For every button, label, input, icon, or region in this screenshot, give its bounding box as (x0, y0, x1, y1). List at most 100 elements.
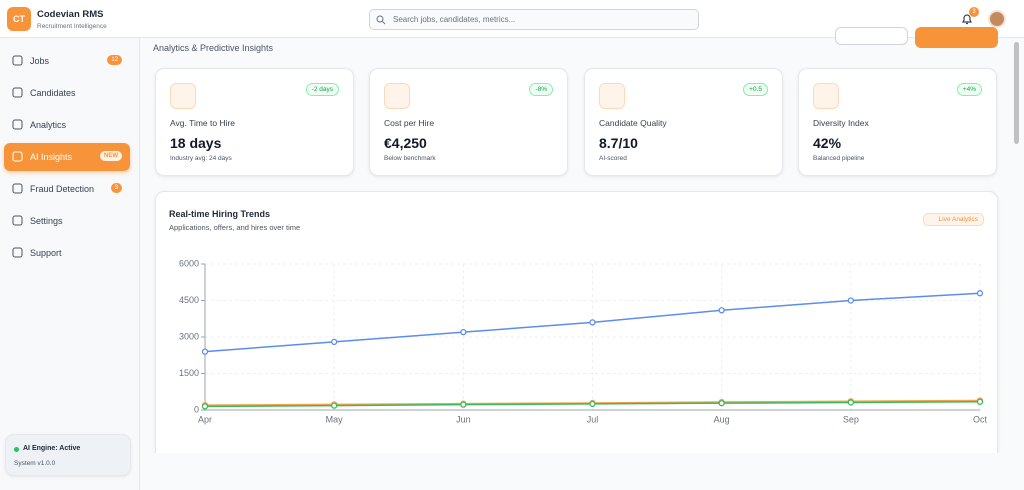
top-bar: CT Codevian RMS Recruitment Intelligence… (0, 0, 1024, 38)
nav-item[interactable]: Support (4, 239, 130, 267)
status-version: System v1.0.0 (14, 460, 56, 467)
nav-icon-shape (12, 247, 23, 258)
kpi-card: +4% Diversity Index 42% Balanced pipeline (798, 68, 997, 176)
nav-icon-shape (12, 119, 23, 130)
kpi-card: -8% Cost per Hire €4,250 Below benchmark (369, 68, 568, 176)
kpi-label: Cost per Hire (384, 118, 435, 128)
nav-icon (12, 215, 23, 226)
nav-badge: 3 (110, 183, 122, 193)
page-subtitle: Analytics & Predictive Insights (153, 43, 274, 53)
search-placeholder: Search jobs, candidates, metrics... (393, 15, 516, 24)
nav-icon-shape (12, 151, 23, 162)
x-tick-label: Aug (714, 414, 730, 424)
nav-icon (12, 87, 23, 98)
nav-item[interactable]: Candidates (4, 79, 130, 107)
kpi-icon (813, 83, 839, 109)
nav-icon (12, 55, 23, 66)
kpi-icon (599, 83, 625, 109)
nav-icon-shape (12, 215, 23, 226)
chart-title: Real-time Hiring Trends (169, 209, 271, 219)
nav-label: Support (30, 248, 62, 258)
kpi-note: AI-scored (599, 155, 627, 162)
nav-badge: NEW (100, 151, 122, 161)
data-point (976, 398, 984, 405)
kpi-card: -2 days Avg. Time to Hire 18 days Industry … (155, 68, 354, 176)
kpi-card: +0.5 Candidate Quality 8.7/10 AI-scored (584, 68, 783, 176)
data-point (976, 290, 984, 297)
chart-card: Real-time Hiring Trends Applications, of… (155, 191, 998, 466)
nav-item[interactable]: AI Insights NEW (4, 143, 130, 171)
kpi-value: 42% (813, 135, 842, 151)
status-title: AI Engine: Active (23, 445, 81, 452)
nav-item[interactable]: Settings (4, 207, 130, 235)
nav-item[interactable]: Fraud Detection 3 (4, 175, 130, 203)
nav-label: Candidates (30, 88, 76, 98)
primary-button[interactable] (915, 27, 998, 48)
chart-subtitle: Applications, offers, and hires over tim… (169, 223, 301, 232)
kpi-label: Avg. Time to Hire (170, 118, 236, 128)
kpi-value: 8.7/10 (599, 135, 638, 151)
y-tick-label: 6000 (179, 258, 199, 268)
status-card: AI Engine: Active System v1.0.0 (5, 434, 131, 476)
data-point (847, 399, 854, 406)
kpi-value: 18 days (170, 135, 222, 151)
kpi-change: +4% (956, 83, 982, 96)
sidebar: Jobs 12 Candidates Analytics AI Insights NEW F… (0, 38, 140, 490)
page-bottom (142, 453, 1012, 490)
kpi-value: €4,250 (384, 135, 427, 151)
search-box[interactable]: Search jobs, candidates, metrics... (369, 9, 699, 30)
nav-item[interactable]: Jobs 12 (4, 47, 130, 75)
line-chart: 0 1500 3000 4500 6000 Apr May Jun Jul Aug Sep Oct (179, 258, 988, 424)
nav-item[interactable]: Analytics (4, 111, 130, 139)
nav-icon (12, 151, 23, 162)
kpi-icon (384, 83, 410, 109)
y-tick-label: 3000 (179, 331, 199, 341)
nav-icon-shape (12, 55, 23, 66)
nav-icon (12, 247, 23, 258)
scrollbar-thumb[interactable] (1014, 42, 1019, 144)
x-tick-label: May (326, 414, 344, 424)
data-point (331, 402, 338, 409)
app-name: Codevian RMS (37, 9, 104, 20)
avatar[interactable] (988, 10, 1006, 28)
status-dot (14, 447, 19, 452)
live-tag-text: Live Analytics (938, 216, 978, 223)
data-point (589, 400, 596, 408)
nav-icon-shape (12, 87, 23, 98)
x-tick-label: Jul (587, 414, 599, 424)
data-point (331, 338, 338, 346)
data-point (718, 400, 725, 407)
data-point (718, 307, 725, 314)
search-icon (376, 15, 386, 25)
secondary-button[interactable] (835, 27, 908, 45)
notification-count: 3 (969, 7, 979, 17)
app-tagline: Recruitment Intelligence (37, 23, 107, 30)
data-point (201, 348, 209, 355)
live-tag: Live Analytics (922, 213, 984, 226)
x-tick-label: Jun (456, 414, 471, 424)
nav-label: Fraud Detection (30, 184, 95, 194)
kpi-icon (170, 83, 196, 109)
kpi-note: Balanced pipeline (813, 155, 865, 162)
x-tick-label: Apr (198, 414, 212, 424)
nav-label: AI Insights (30, 152, 73, 162)
nav-icon (12, 119, 23, 130)
nav-icon (12, 183, 23, 194)
bell-icon[interactable] (960, 12, 974, 26)
x-tick-label: Sep (843, 414, 859, 424)
kpi-label: Candidate Quality (599, 118, 667, 128)
y-tick-label: 4500 (179, 295, 199, 305)
nav-label: Jobs (30, 56, 50, 66)
nav-icon-shape (12, 183, 23, 194)
data-point (460, 401, 467, 408)
kpi-change: -2 days (305, 83, 339, 96)
nav-label: Analytics (30, 120, 67, 130)
logo[interactable]: CT (7, 7, 31, 31)
kpi-change: -8% (529, 83, 553, 96)
nav-label: Settings (30, 216, 63, 226)
kpi-change: +0.5 (743, 83, 768, 96)
y-tick-label: 1500 (179, 368, 199, 378)
y-tick-label: 0 (194, 404, 199, 414)
